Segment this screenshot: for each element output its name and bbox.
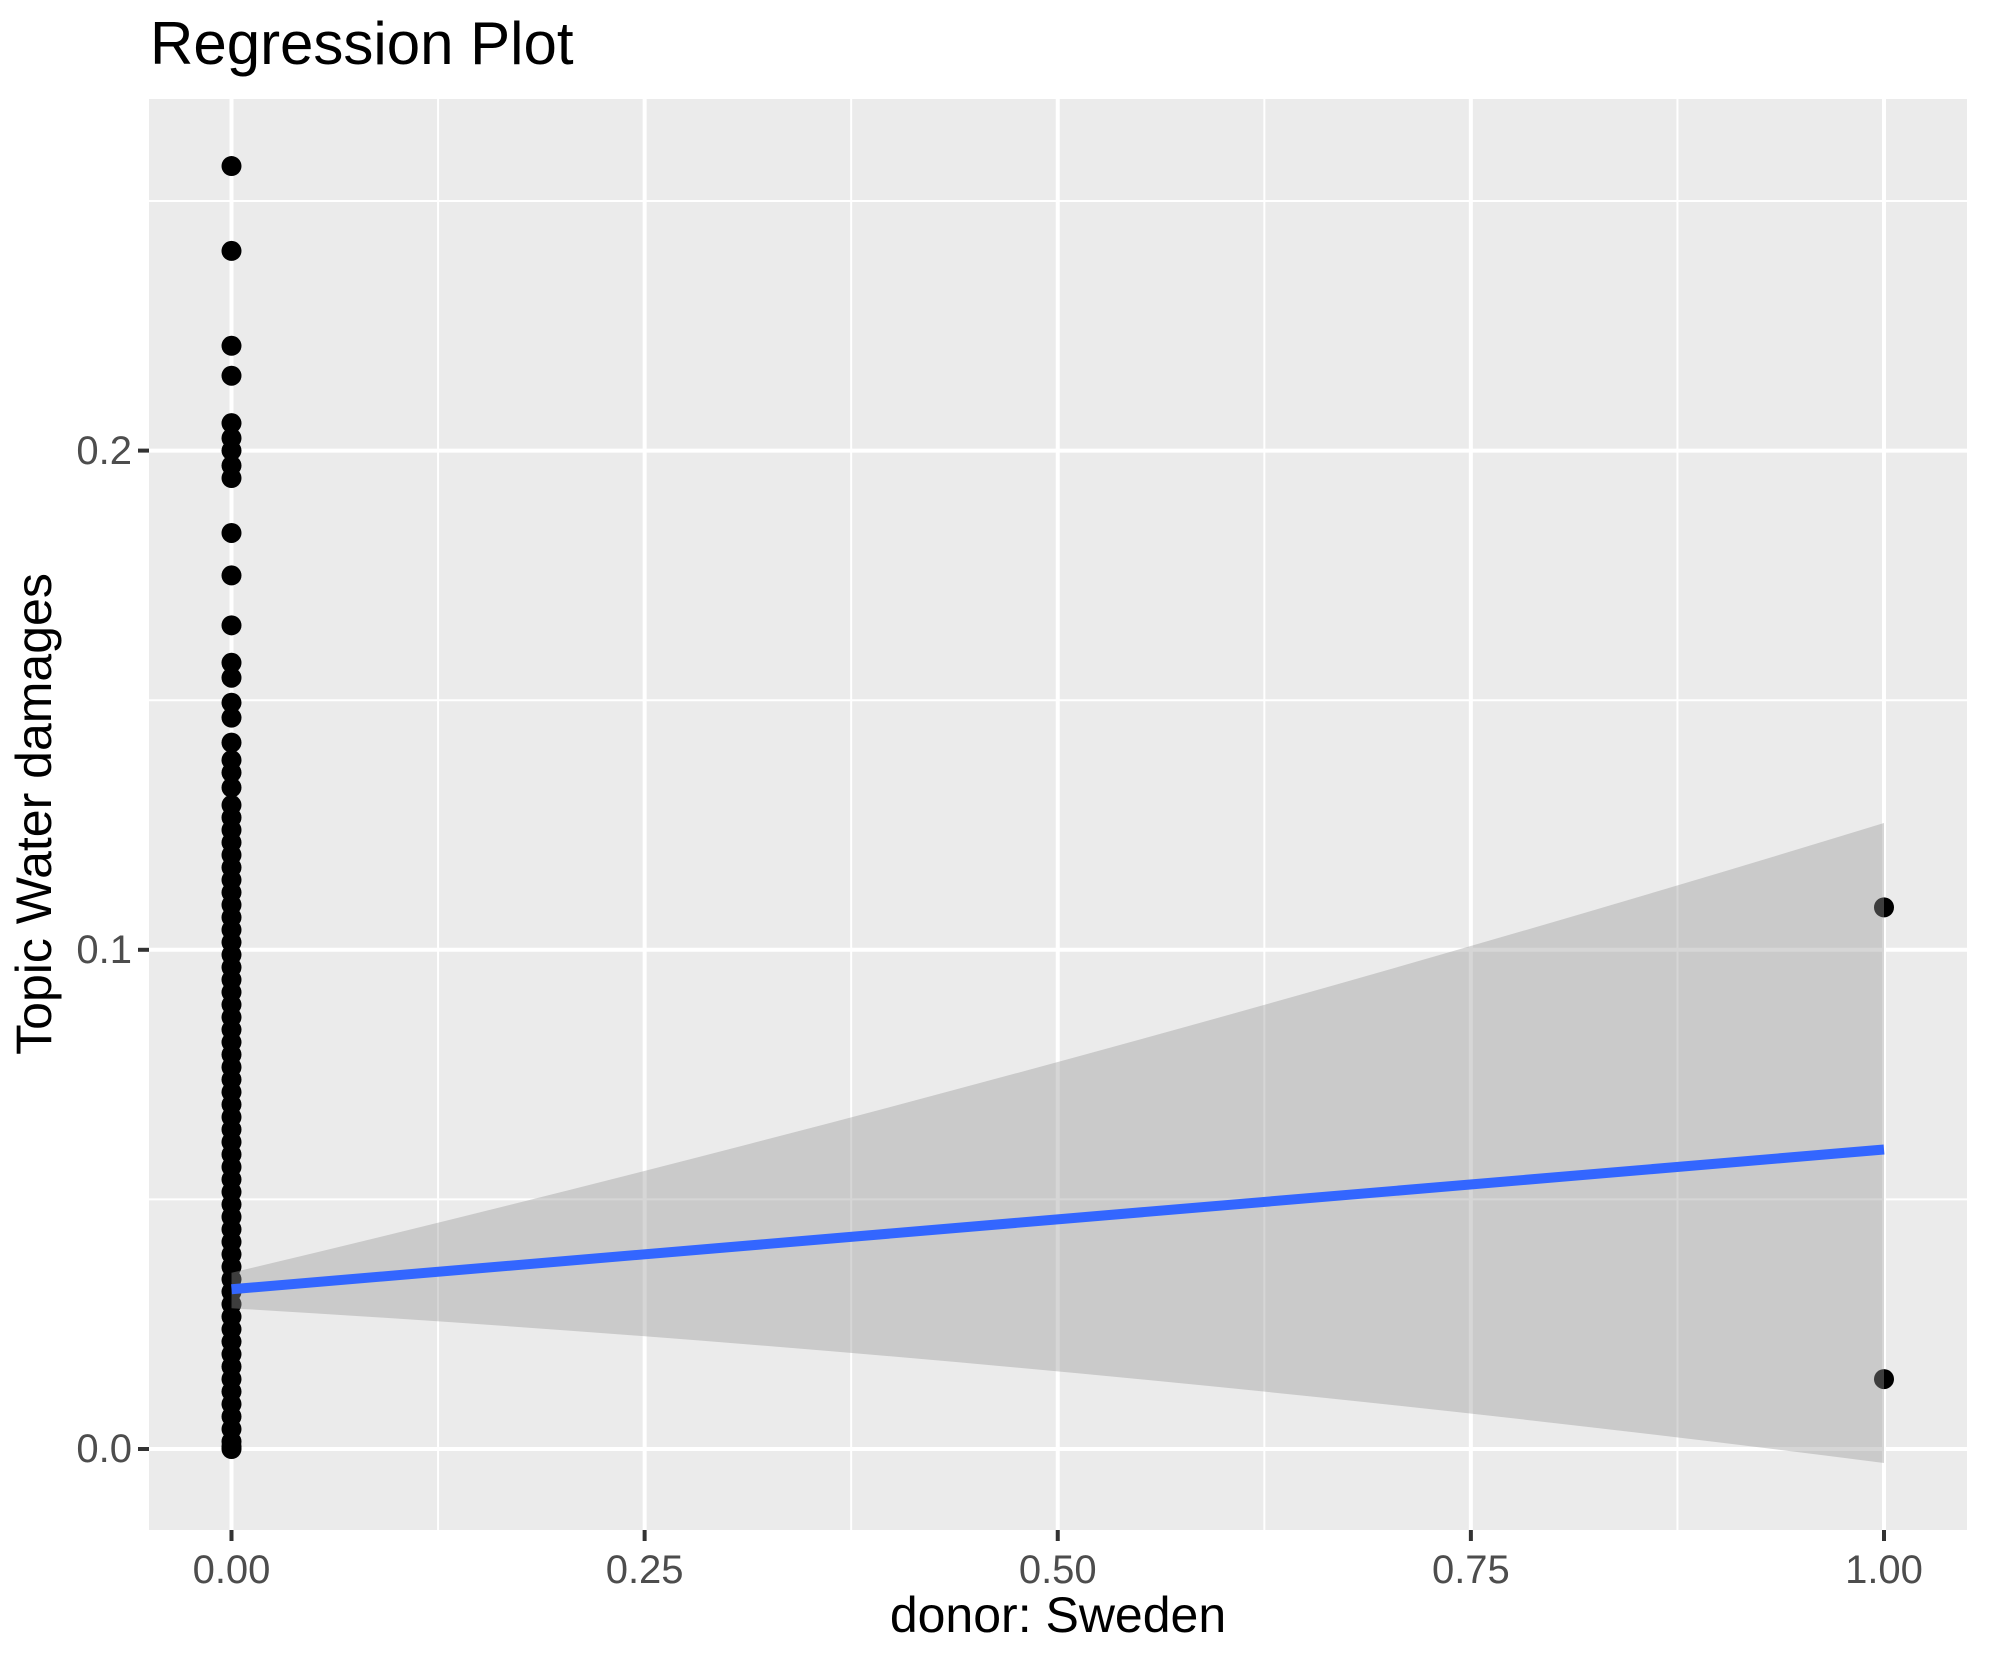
y-tick-label: 0.1 xyxy=(76,927,132,972)
data-point xyxy=(221,156,242,177)
x-tick-label: 0.50 xyxy=(1018,1548,1097,1592)
data-point xyxy=(221,565,242,586)
x-tick-label: 0.75 xyxy=(1431,1548,1510,1592)
x-tick-label: 0.00 xyxy=(192,1548,271,1592)
regression-line xyxy=(231,1144,1885,1295)
y-tick-label: 0.0 xyxy=(76,1427,132,1471)
data-point xyxy=(221,692,242,713)
x-tick-label: 1.00 xyxy=(1845,1548,1923,1592)
data-point xyxy=(221,440,242,461)
data-point xyxy=(221,240,242,261)
x-tick-label: 0.25 xyxy=(605,1548,684,1592)
data-point xyxy=(221,1439,242,1459)
data-point xyxy=(221,413,242,434)
data-point xyxy=(221,762,242,783)
data-point xyxy=(221,615,242,636)
data-point xyxy=(221,522,242,543)
y-tick-label: 0.2 xyxy=(76,428,132,473)
data-point xyxy=(1874,1369,1894,1390)
confidence-band xyxy=(231,823,1884,1463)
data-point xyxy=(221,365,242,386)
data-point xyxy=(221,468,242,489)
data-point xyxy=(221,707,242,728)
data-point xyxy=(221,652,242,673)
data-point xyxy=(221,335,242,356)
data-point xyxy=(221,667,242,688)
plot-title: Regression Plot xyxy=(150,10,574,77)
data-point xyxy=(1874,897,1894,918)
y-axis-title: Topic Water damages xyxy=(6,573,62,1055)
data-point xyxy=(221,777,242,798)
data-point xyxy=(221,732,242,753)
x-axis-title: donor: Sweden xyxy=(889,1587,1227,1643)
